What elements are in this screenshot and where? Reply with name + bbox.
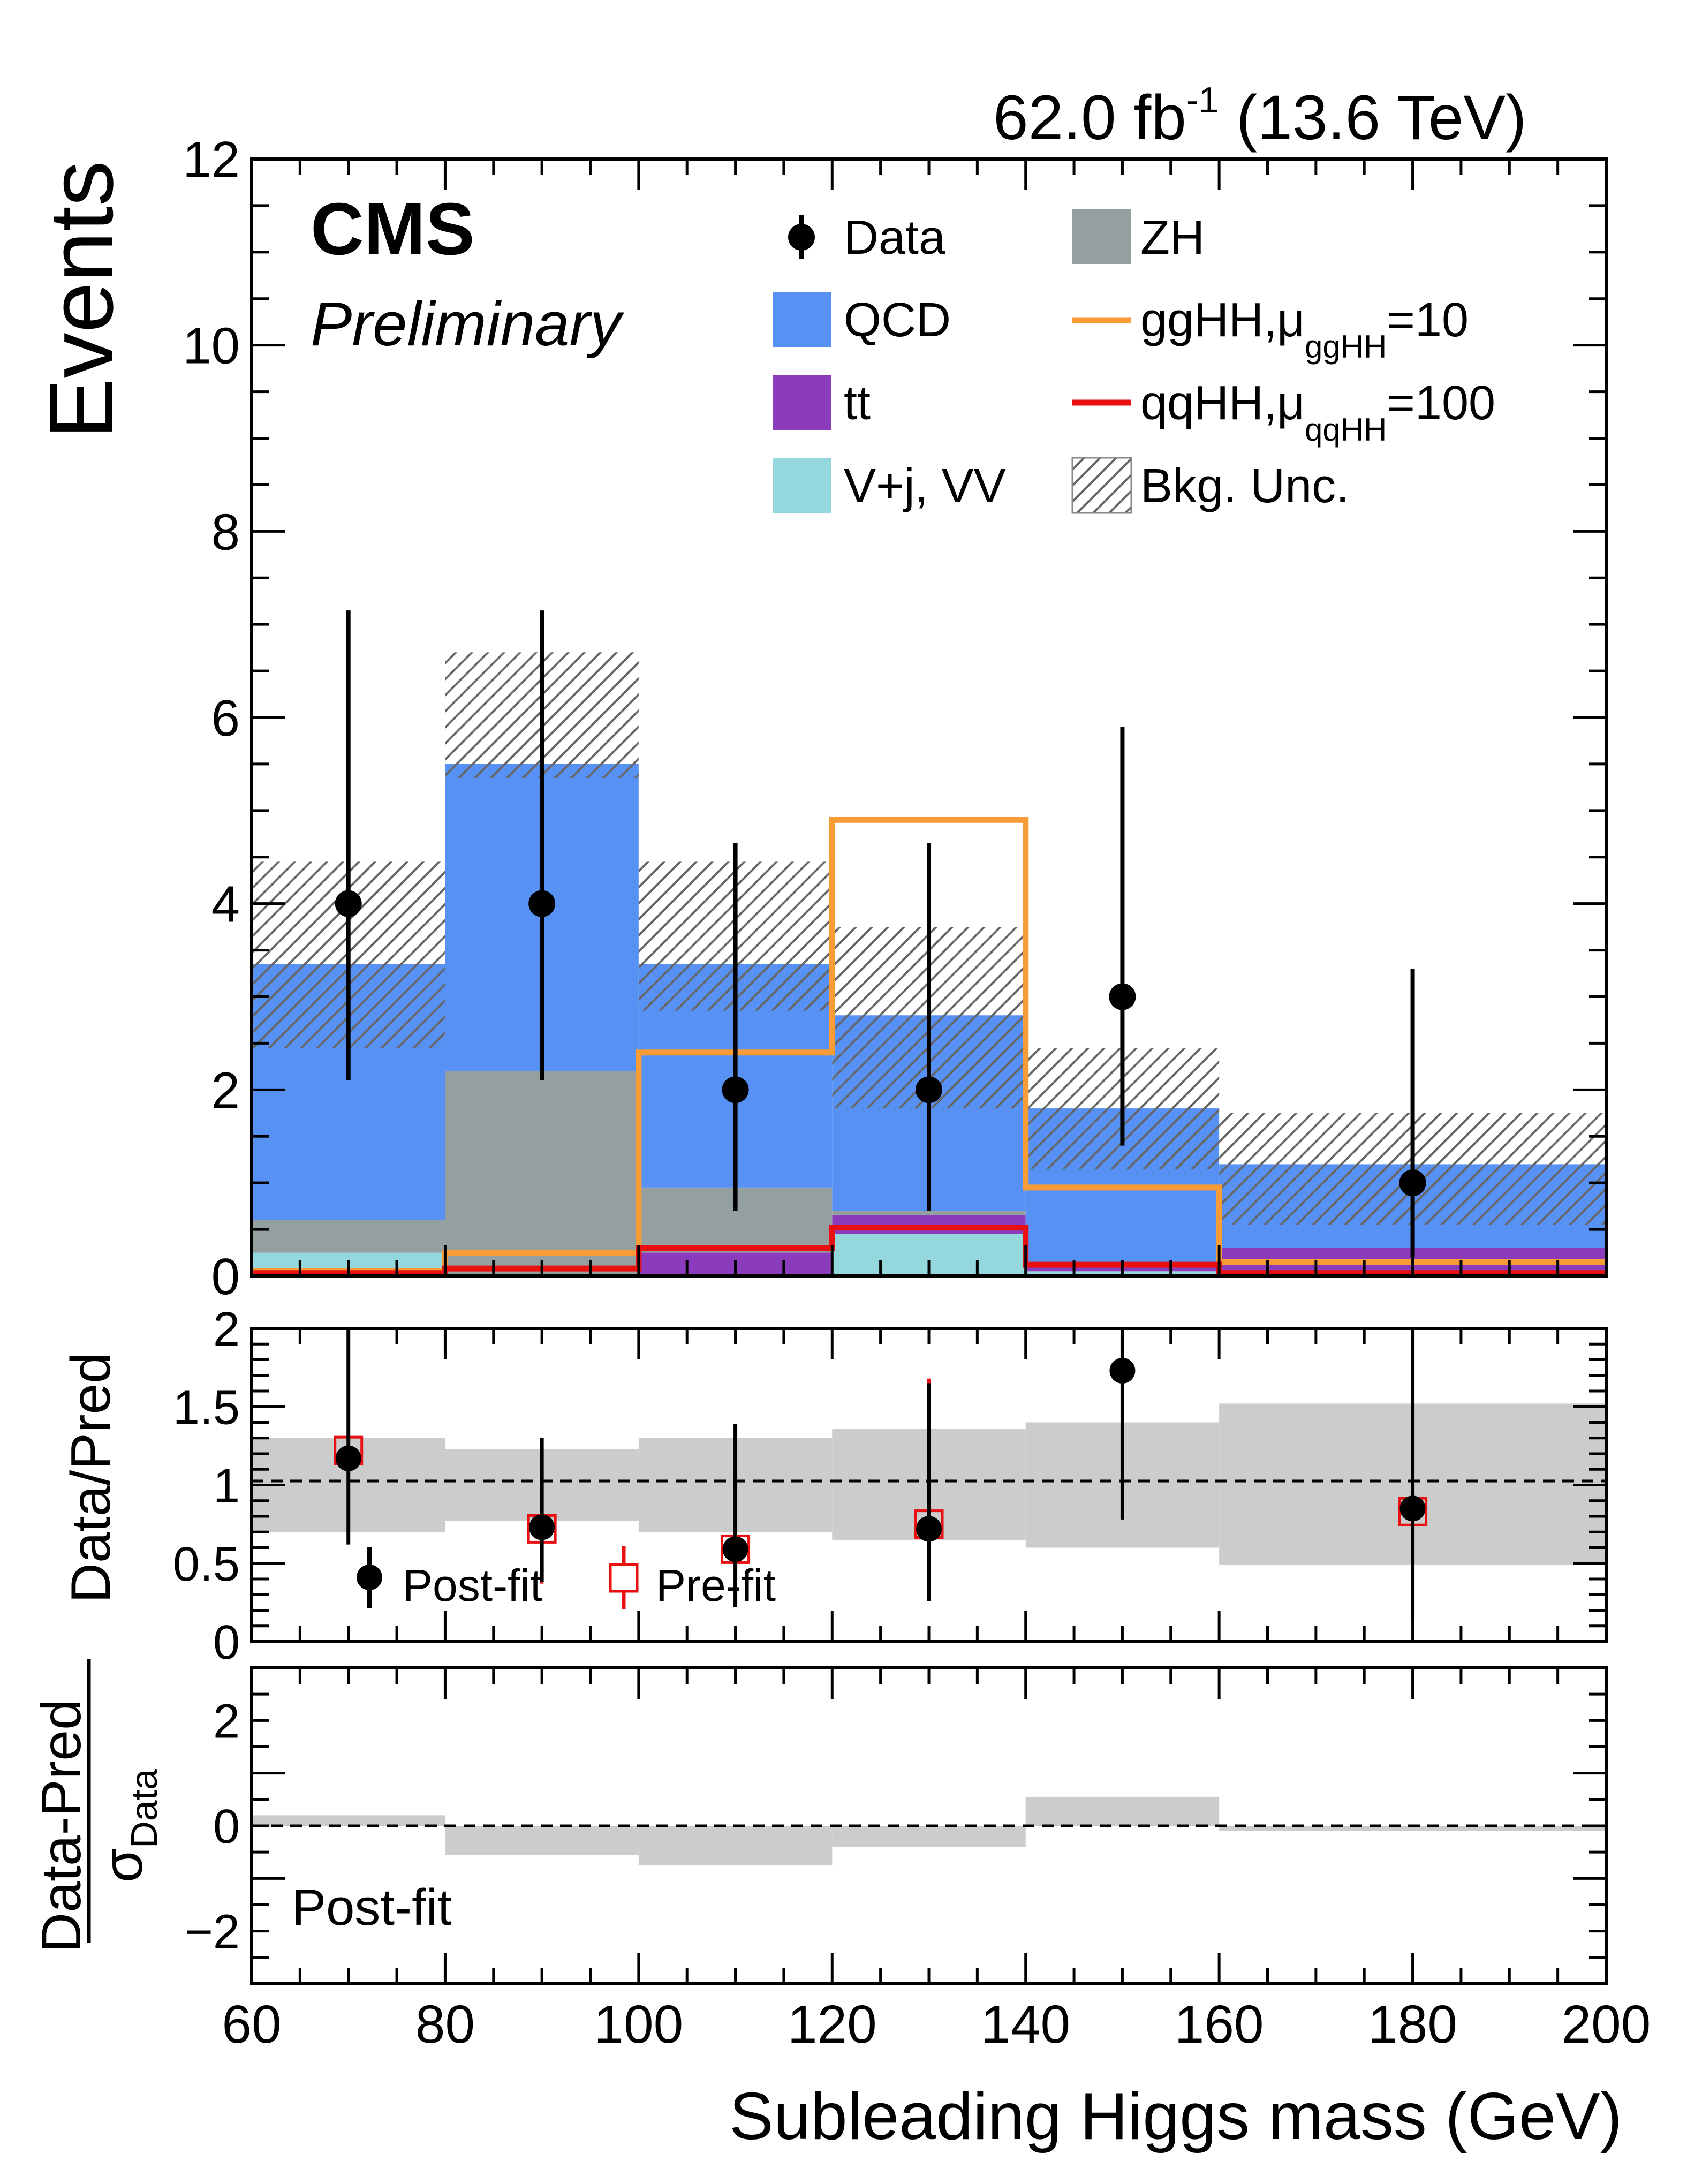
- legend-qqhh-label: qqHH,μqqHH=100: [1140, 376, 1495, 448]
- main-y-tick-label: 0: [211, 1248, 240, 1305]
- data-marker: [722, 1076, 749, 1104]
- postfit-point: [335, 1328, 361, 1545]
- ratio-y-tick-labels: 0 0.5 1 1.5 2: [173, 1303, 240, 1669]
- main-ticks: [250, 157, 1608, 1278]
- x-tick-labels: 60 80 100 120 140 160 180 200: [222, 1994, 1651, 2054]
- main-y-tick-labels: 0 2 4 6 8 10 12: [183, 131, 240, 1305]
- ratio-postfit-points: [335, 1328, 1426, 1619]
- data-marker: [916, 1076, 942, 1104]
- lumi-label: 62.0 fb-1 (13.6 TeV): [993, 80, 1526, 153]
- legend-unc-swatch: [1071, 457, 1132, 514]
- main-y-tick-label: 4: [211, 876, 240, 933]
- ratio-panel: 0 0.5 1 1.5 2 Data/Pred Post-fit Pre-fit: [60, 1303, 1608, 1669]
- ratio-legend-postfit-marker: [357, 1547, 382, 1608]
- postfit-marker: [529, 1514, 555, 1540]
- pull-bar: [832, 1826, 1026, 1847]
- postfit-marker: [1399, 1495, 1426, 1522]
- postfit-marker: [722, 1536, 748, 1562]
- x-tick-label: 60: [222, 1994, 281, 2054]
- legend-data-marker: [788, 215, 815, 259]
- preliminary-label: Preliminary: [311, 289, 624, 359]
- pull-y-tick-label: 2: [213, 1695, 240, 1748]
- postfit-point: [529, 1438, 555, 1582]
- x-tick-label: 160: [1175, 1994, 1264, 2054]
- pull-y-axis-label-numerator: Data-Pred: [31, 1699, 93, 1953]
- pull-y-tick-label: −2: [185, 1906, 240, 1959]
- x-axis-label: Subleading Higgs mass (GeV): [729, 2080, 1622, 2153]
- stack-bar-zh: [445, 1071, 639, 1276]
- postfit-point: [722, 1424, 748, 1607]
- legend-vj-swatch: [773, 458, 831, 513]
- main-y-tick-label: 8: [211, 503, 240, 561]
- ratio-legend-prefit-label: Pre-fit: [656, 1560, 776, 1611]
- ratio-y-tick-label: 2: [213, 1303, 240, 1356]
- legend-tt-swatch: [773, 375, 831, 430]
- data-point: [916, 843, 942, 1211]
- ratio-y-tick-label: 0: [213, 1616, 240, 1669]
- data-point: [528, 610, 556, 1080]
- ratio-ticks: [250, 1327, 1608, 1643]
- main-y-tick-label: 10: [183, 318, 240, 375]
- pull-bar: [445, 1826, 639, 1855]
- postfit-point: [916, 1383, 942, 1601]
- x-tick-label: 100: [594, 1994, 683, 2054]
- pull-bar: [1025, 1796, 1220, 1826]
- ratio-legend-prefit-marker: [609, 1546, 639, 1609]
- main-y-axis-label: Events: [31, 161, 132, 439]
- pull-bar: [252, 1815, 445, 1826]
- ratio-y-tick-label: 0.5: [173, 1538, 240, 1591]
- data-point: [1109, 727, 1136, 1146]
- x-tick-label: 80: [415, 1994, 475, 2054]
- stack-bar-zh: [832, 1211, 1026, 1216]
- pull-bar: [1219, 1826, 1606, 1831]
- ratio-y-tick-label: 1: [213, 1460, 240, 1513]
- legend-zh-label: ZH: [1140, 211, 1205, 265]
- x-tick-label: 120: [788, 1994, 877, 2054]
- pull-annotation: Post-fit: [292, 1879, 452, 1936]
- x-tick-label: 140: [981, 1994, 1070, 2054]
- cms-label: CMS: [311, 188, 475, 270]
- legend-unc-label: Bkg. Unc.: [1140, 459, 1349, 513]
- x-tick-label: 200: [1562, 1994, 1651, 2054]
- legend-gghh-label: ggHH,μggHH=10: [1140, 293, 1469, 365]
- x-tick-label: 180: [1368, 1994, 1457, 2054]
- postfit-marker: [916, 1516, 942, 1542]
- legend-zh-swatch: [1072, 209, 1131, 264]
- pull-bar: [638, 1826, 833, 1865]
- legend-vj-label: V+j, VV: [844, 459, 1006, 513]
- stack-bar-zh: [252, 1220, 445, 1253]
- legend-data-label: Data: [844, 211, 946, 265]
- legend-qcd-label: QCD: [844, 293, 951, 347]
- data-points: [335, 610, 1426, 1258]
- postfit-point: [1109, 1328, 1136, 1520]
- pull-y-axis-label-denominator: σData: [92, 1769, 165, 1883]
- postfit-marker: [335, 1445, 361, 1471]
- pull-ticks: [250, 1666, 1608, 1985]
- legend: Data QCD tt V+j, VV ZH ggHH,μggHH=10 qqH…: [773, 209, 1495, 514]
- ratio-legend-postfit-label: Post-fit: [403, 1560, 542, 1611]
- data-marker: [1399, 1169, 1426, 1197]
- data-marker: [335, 890, 362, 917]
- main-y-tick-label: 2: [211, 1062, 240, 1119]
- ratio-y-tick-label: 1.5: [173, 1381, 240, 1434]
- data-point: [1399, 969, 1426, 1258]
- legend-tt-label: tt: [844, 376, 871, 430]
- main-panel: 0 2 4 6 8 10 12 CMS Preliminary Events Data QC…: [31, 131, 1608, 1305]
- data-point: [335, 610, 362, 1080]
- pull-y-tick-label: 0: [213, 1800, 240, 1854]
- data-point: [722, 843, 749, 1211]
- main-y-tick-label: 12: [183, 131, 240, 188]
- data-marker: [528, 890, 556, 917]
- ratio-y-axis-label: Data/Pred: [60, 1352, 122, 1603]
- legend-qcd-swatch: [773, 292, 831, 347]
- postfit-marker: [1109, 1357, 1136, 1384]
- data-marker: [1109, 983, 1136, 1010]
- pull-panel: −2 0 2 Post-fit Data-Pred σData: [31, 1659, 1608, 1985]
- main-y-tick-label: 6: [211, 690, 240, 747]
- postfit-point: [1399, 1328, 1426, 1619]
- pull-bars: [252, 1796, 1606, 1865]
- pull-y-tick-labels: −2 0 2: [185, 1695, 240, 1959]
